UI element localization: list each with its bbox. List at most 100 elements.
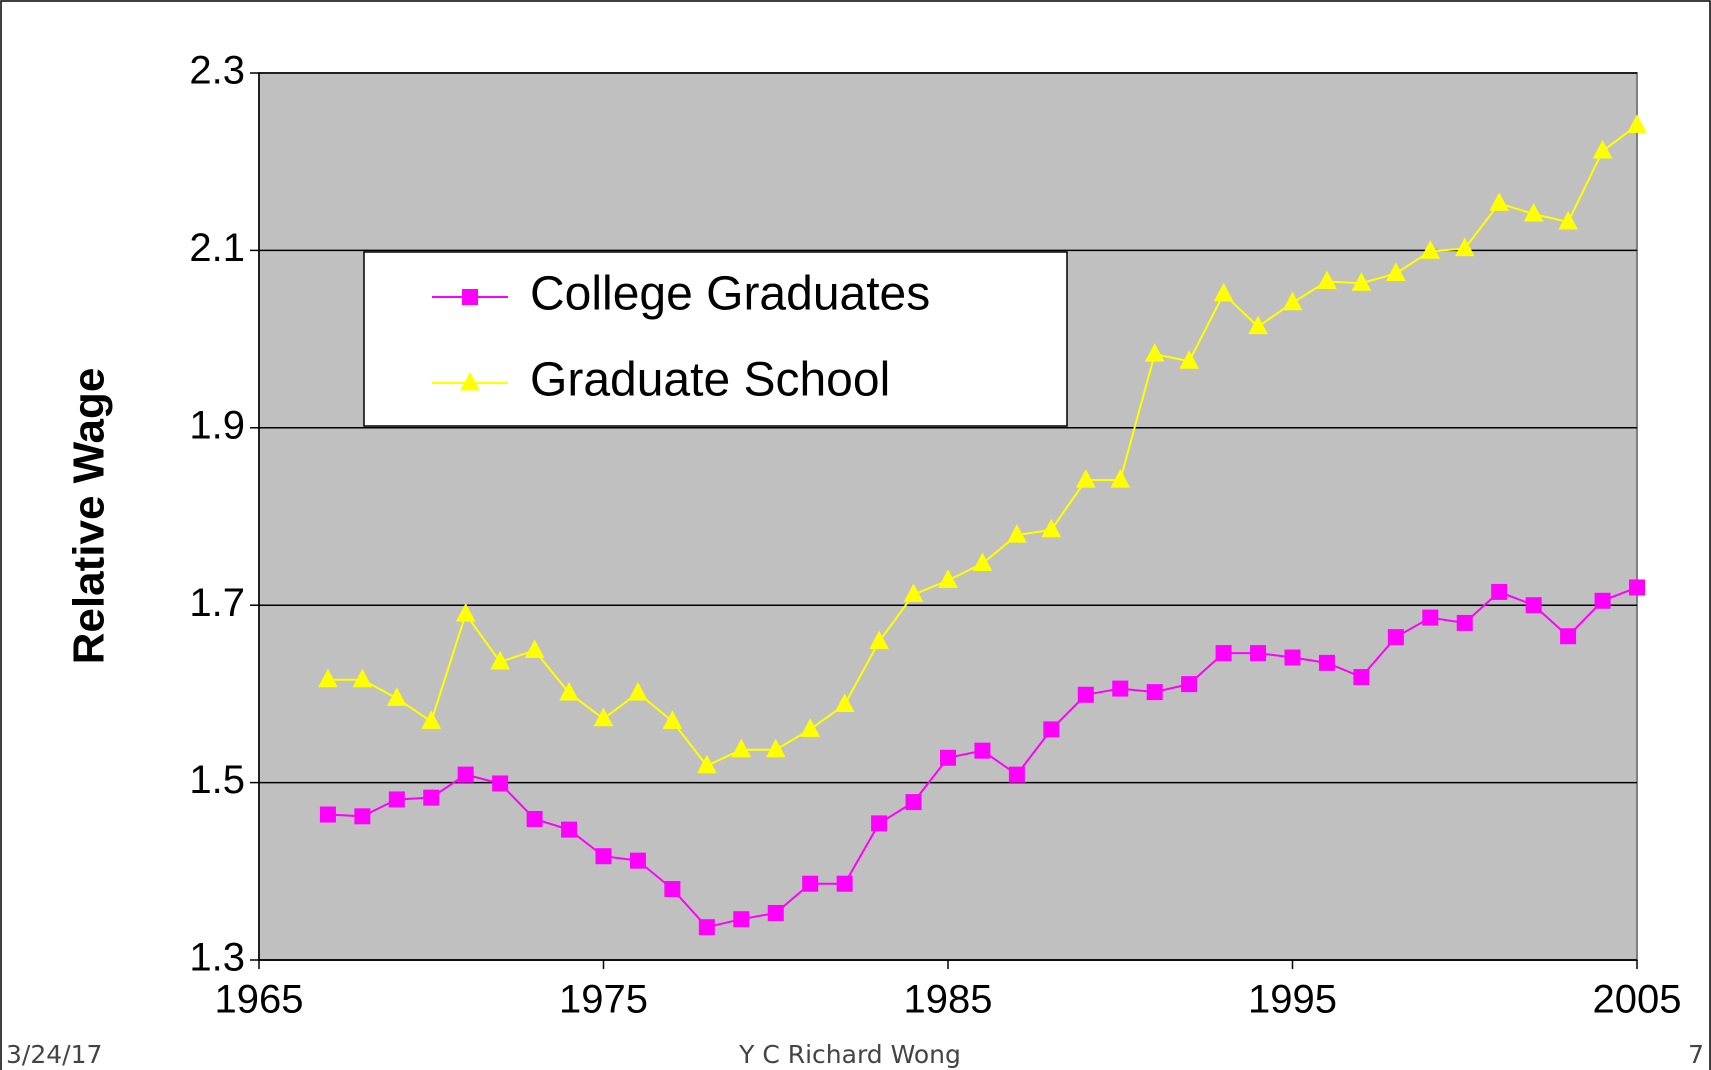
data-point — [767, 904, 784, 921]
data-point — [1146, 684, 1163, 701]
data-point — [1489, 192, 1510, 211]
data-point — [800, 718, 821, 737]
data-point — [1008, 766, 1025, 783]
legend-label: Graduate School — [530, 354, 890, 407]
data-point — [938, 569, 958, 588]
y-tick-label: 1.7 — [189, 581, 245, 625]
y-tick-label: 1.5 — [189, 758, 245, 802]
data-point — [1075, 469, 1096, 488]
data-point — [1144, 343, 1165, 362]
data-point — [698, 919, 715, 936]
data-point — [1043, 721, 1060, 738]
data-point — [421, 710, 442, 729]
plot-area — [258, 72, 1638, 961]
data-point — [802, 875, 819, 892]
data-point — [1525, 597, 1542, 614]
data-point — [595, 848, 612, 865]
data-point — [1594, 592, 1611, 609]
data-point — [765, 738, 786, 758]
data-point — [1248, 315, 1268, 335]
data-point — [559, 681, 579, 701]
data-point — [1454, 237, 1475, 257]
footer-author: Y C Richard Wong — [738, 1040, 961, 1069]
data-point — [974, 742, 991, 759]
footer-page: 7 — [1688, 1040, 1704, 1069]
data-point — [1282, 291, 1303, 311]
data-point — [1387, 629, 1404, 646]
legend-box — [363, 251, 1068, 427]
x-tick-label: 1995 — [1248, 978, 1337, 1022]
data-point — [1560, 628, 1577, 645]
y-tick-label: 1.3 — [189, 936, 245, 980]
y-axis-label: Relative Wage — [65, 368, 114, 665]
data-point — [455, 603, 476, 622]
data-point — [836, 875, 853, 892]
footer-date: 3/24/17 — [6, 1040, 102, 1069]
data-point — [490, 650, 510, 670]
data-point — [457, 766, 474, 783]
x-tick-label: 1985 — [904, 978, 993, 1022]
data-point — [386, 687, 407, 706]
x-tick-label: 1975 — [559, 978, 648, 1022]
data-point — [318, 668, 338, 688]
data-point — [628, 681, 648, 701]
data-point — [1420, 240, 1441, 259]
data-point — [1422, 609, 1439, 626]
data-point — [352, 668, 373, 688]
data-point — [1041, 518, 1062, 538]
legend-label: College Graduates — [530, 268, 930, 321]
data-point — [1491, 583, 1508, 600]
data-point — [731, 738, 752, 758]
data-point — [1215, 645, 1232, 662]
data-point — [1317, 270, 1337, 289]
data-point — [1386, 262, 1406, 281]
legend-marker — [460, 371, 480, 391]
data-point — [1007, 524, 1027, 543]
y-tick-label: 2.1 — [189, 226, 245, 270]
data-point — [1523, 202, 1544, 222]
data-point — [1179, 350, 1199, 369]
data-point — [972, 552, 993, 572]
data-point — [593, 707, 614, 727]
data-point — [940, 749, 956, 766]
data-point — [662, 710, 683, 729]
y-tick-label: 2.3 — [189, 49, 245, 93]
data-point — [354, 808, 371, 825]
data-point — [561, 821, 578, 838]
data-point — [1558, 210, 1578, 230]
x-tick-label: 1965 — [215, 978, 304, 1022]
data-point — [1077, 686, 1094, 703]
data-point — [1351, 272, 1372, 291]
data-point — [1629, 579, 1645, 596]
data-point — [1456, 614, 1473, 631]
data-point — [524, 639, 545, 658]
data-point — [1627, 114, 1647, 133]
data-point — [903, 583, 924, 603]
data-point — [733, 911, 750, 928]
data-point — [664, 881, 681, 898]
legend-marker — [462, 289, 478, 305]
data-point — [1213, 282, 1234, 302]
data-point — [869, 630, 889, 650]
data-point — [697, 754, 717, 774]
x-tick-label: 2005 — [1593, 978, 1682, 1022]
data-point — [319, 806, 336, 823]
data-point — [1112, 680, 1129, 697]
data-point — [834, 693, 855, 713]
data-point — [1284, 649, 1301, 666]
data-point — [526, 810, 543, 827]
data-point — [871, 815, 888, 832]
data-point — [905, 794, 922, 811]
data-point — [1353, 669, 1370, 686]
data-point — [423, 789, 440, 806]
data-point — [388, 791, 405, 808]
data-point — [492, 775, 509, 792]
data-point — [629, 852, 646, 869]
data-point — [1110, 469, 1131, 488]
data-point — [1250, 645, 1267, 662]
data-point — [1181, 676, 1198, 693]
y-tick-label: 1.9 — [189, 403, 245, 447]
data-point — [1318, 654, 1335, 671]
